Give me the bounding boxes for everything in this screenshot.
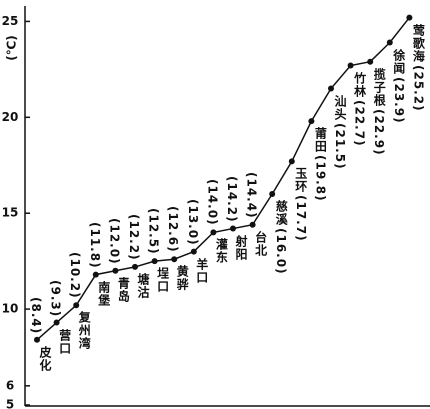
point (73, 302, 80, 309)
point (92, 271, 99, 278)
value-label: (14.0) (205, 179, 220, 226)
point (288, 158, 295, 165)
y-tick-label: 20 (2, 110, 19, 124)
value-label: (12.2) (127, 213, 141, 261)
category-label: 灌东 (214, 238, 229, 265)
point (347, 62, 354, 69)
category-label: 皮化 (38, 345, 52, 372)
value-label: (14.2) (225, 175, 239, 223)
y-tick-label: 5 (6, 398, 14, 409)
y-tick-label: 25 (2, 14, 19, 28)
value-label: (13.0) (185, 198, 200, 246)
point (328, 85, 334, 92)
category-label: 羊口 (194, 257, 209, 284)
value-label: (11.8) (87, 221, 102, 269)
point (269, 191, 276, 198)
point (132, 263, 138, 270)
category-label: 营口 (57, 328, 72, 355)
y-tick-label: 6 (6, 378, 14, 392)
point (190, 248, 197, 255)
point (367, 58, 374, 65)
category-label: 玉环 (293, 167, 308, 194)
category-label: 慈溪 (274, 200, 289, 227)
category-label: 射阳 (234, 234, 248, 261)
value-label: (8.4) (29, 296, 43, 335)
point (230, 225, 236, 232)
point (112, 267, 119, 274)
point (53, 319, 60, 326)
category-label: 南堡 (96, 280, 111, 307)
category-label: 徐闻 (391, 48, 406, 75)
value-label: (23.9) (391, 76, 406, 124)
value-label: (12.0) (107, 217, 122, 265)
value-label: (12.5) (146, 208, 161, 255)
value-label: (17.7) (293, 195, 308, 242)
category-label: 莆田 (313, 127, 328, 154)
point (151, 258, 158, 265)
value-label: (10.2) (68, 252, 83, 299)
y-tick-label: 10 (2, 302, 19, 316)
value-label: (9.3) (48, 279, 63, 317)
point (406, 14, 413, 21)
y-tick-label: 15 (2, 206, 19, 220)
point (308, 118, 315, 125)
point (210, 229, 217, 236)
value-label: (14.4) (244, 171, 259, 219)
category-label: 竹林 (352, 71, 367, 98)
y-axis-label: (℃) (5, 35, 19, 61)
point (34, 336, 40, 343)
category-label: 黄骅 (175, 265, 190, 292)
category-label: 揽子根 (372, 67, 387, 107)
value-label: (12.6) (166, 206, 181, 253)
value-label: (19.8) (313, 155, 328, 202)
category-label: 汕头 (333, 94, 347, 121)
value-label: (16.0) (274, 228, 289, 275)
point (386, 39, 393, 46)
category-label: 青岛 (116, 276, 131, 303)
line (36, 17, 410, 341)
value-label: (21.5) (333, 122, 347, 170)
value-label: (22.7) (352, 99, 367, 147)
category-label: 复州湾 (77, 311, 92, 351)
category-label: 台北 (253, 230, 268, 257)
category-label: 埕口 (155, 267, 170, 294)
category-label: 塘沽 (136, 272, 150, 299)
category-label: 莺歌海 (411, 23, 426, 63)
point (249, 221, 256, 228)
point (171, 256, 178, 263)
value-label: (22.9) (372, 108, 387, 156)
value-label: (25.2) (411, 64, 426, 112)
